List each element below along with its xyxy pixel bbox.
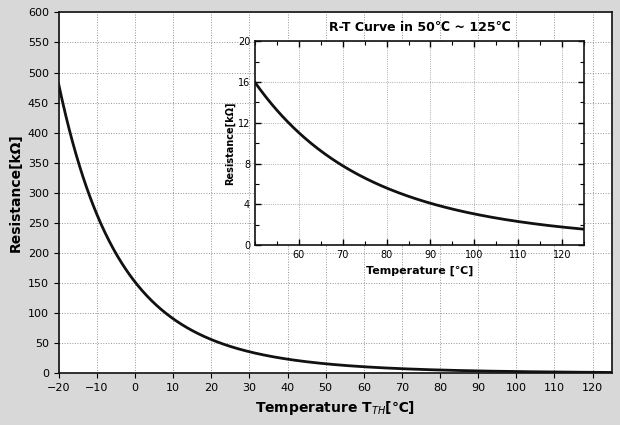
Text: R-T Curve in 50℃ ~ 125℃: R-T Curve in 50℃ ~ 125℃ (329, 21, 510, 34)
Y-axis label: Resistance[kΩ]: Resistance[kΩ] (8, 133, 22, 252)
X-axis label: Temperature T$_{TH}$[℃]: Temperature T$_{TH}$[℃] (255, 399, 415, 416)
